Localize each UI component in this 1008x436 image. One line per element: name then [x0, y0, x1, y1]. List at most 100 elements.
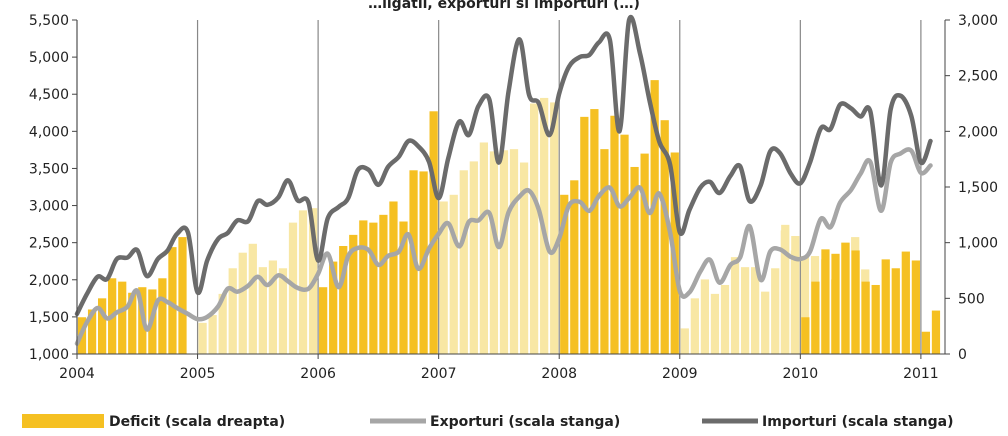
- legend-label: Importuri (scala stanga): [762, 414, 953, 430]
- legend-label: Exporturi (scala stanga): [430, 414, 620, 430]
- deficit-bar: [168, 247, 177, 354]
- x-tick-label: 2005: [180, 366, 216, 382]
- deficit-bar: [630, 166, 639, 354]
- deficit-bar: [650, 80, 659, 355]
- deficit-bar: [640, 153, 649, 354]
- left-tick-label: 4,500: [29, 87, 69, 103]
- right-tick-label: 0: [958, 347, 967, 363]
- deficit-bar: [690, 298, 699, 354]
- deficit-bar: [620, 134, 629, 354]
- left-tick-label: 3,500: [29, 161, 69, 177]
- deficit-bar: [790, 250, 800, 354]
- deficit-bar: [329, 261, 338, 354]
- deficit-bar: [389, 201, 398, 354]
- importuri-line: [74, 14, 933, 317]
- deficit-bar: [861, 281, 870, 354]
- deficit-bar: [680, 328, 689, 354]
- deficit-bar: [359, 220, 368, 354]
- deficit-bar: [931, 310, 941, 354]
- deficit-bar: [519, 162, 529, 354]
- left-tick-label: 1,000: [29, 347, 69, 363]
- deficit-bar: [238, 252, 247, 354]
- deficit-bar: [399, 221, 408, 354]
- deficit-bar: [198, 322, 207, 354]
- axes: 1,000 1,500 2,000 2,500 3,000 3,500 4,000 4,500…: [29, 13, 998, 382]
- deficit-bar: [570, 180, 579, 354]
- deficit-bar: [379, 214, 388, 354]
- deficit-bar: [429, 111, 438, 354]
- x-tick-label: 2007: [421, 366, 457, 382]
- deficit-bar: [98, 298, 107, 354]
- deficit-bar: [218, 293, 227, 354]
- deficit-bar: [801, 317, 810, 354]
- deficit-bar: [921, 331, 931, 354]
- deficit-bar: [449, 194, 458, 354]
- deficit-bar: [178, 237, 187, 354]
- deficit-bar: [660, 120, 669, 354]
- deficit-bar: [118, 281, 127, 354]
- deficit-bar: [901, 251, 910, 354]
- deficit-bar: [831, 253, 840, 354]
- deficit-bar: [590, 109, 599, 354]
- left-tick-label: 2,000: [29, 273, 69, 289]
- x-tick-label: 2009: [662, 366, 698, 382]
- deficit-bar: [800, 256, 810, 354]
- right-tick-label: 1,000: [958, 236, 998, 252]
- deficit-bar: [87, 309, 97, 354]
- deficit-bar: [268, 260, 278, 354]
- deficit-bar: [208, 315, 217, 354]
- deficit-bar: [891, 268, 900, 354]
- left-tick-label: 1,500: [29, 310, 69, 326]
- deficit-bar: [720, 284, 730, 354]
- right-tick-label: 500: [958, 291, 985, 307]
- deficit-bar: [339, 246, 348, 354]
- legend: Deficit (scala dreapta) Exporturi (scala …: [22, 414, 953, 430]
- deficit-bar: [158, 278, 167, 354]
- deficit-bar: [730, 257, 740, 354]
- deficit-bar: [911, 260, 920, 354]
- deficit-bar: [459, 170, 468, 354]
- x-tick-label: 2011: [903, 366, 939, 382]
- deficit-bar: [700, 279, 710, 354]
- x-tick-label: 2006: [300, 366, 336, 382]
- deficit-bar: [740, 267, 750, 354]
- chart-title: …ligatii, exporturi si importuri (…): [368, 0, 640, 12]
- deficit-bar: [560, 194, 569, 354]
- deficit-bar: [349, 234, 358, 354]
- deficit-bar: [550, 102, 559, 354]
- deficit-bar: [278, 268, 288, 354]
- legend-swatch-deficit: [22, 414, 104, 428]
- deficit-bar: [529, 103, 539, 354]
- deficit-bar: [479, 142, 488, 354]
- x-tick-label: 2008: [541, 366, 577, 382]
- legend-label: Deficit (scala dreapta): [109, 414, 285, 430]
- deficit-bar: [369, 222, 378, 354]
- deficit-bar: [771, 268, 780, 354]
- series-lines: [74, 14, 933, 346]
- deficit-bar: [469, 161, 478, 354]
- deficit-bar: [499, 150, 509, 354]
- deficit-bar: [228, 268, 237, 354]
- deficit-bar: [821, 249, 830, 354]
- deficit-bar: [509, 149, 519, 354]
- left-tick-label: 3,000: [29, 199, 69, 215]
- deficit-bar: [811, 281, 820, 354]
- deficit-bar: [319, 287, 328, 354]
- deficit-bar: [248, 243, 257, 354]
- right-tick-label: 2,000: [958, 124, 998, 140]
- deficit-bar: [851, 250, 860, 354]
- deficit-bar: [751, 267, 760, 354]
- deficit-bar: [580, 116, 589, 354]
- exporturi-line: [74, 147, 933, 346]
- deficit-bar: [871, 284, 880, 354]
- deficit-bar: [881, 259, 890, 354]
- deficit-bar: [841, 242, 850, 354]
- deficit-bar: [128, 292, 137, 354]
- deficit-bar: [761, 291, 770, 354]
- x-tick-label: 2004: [59, 366, 95, 382]
- deficit-bar: [258, 267, 267, 354]
- deficit-bar: [489, 151, 499, 354]
- left-tick-label: 5,000: [29, 50, 69, 66]
- deficit-bar: [780, 230, 789, 354]
